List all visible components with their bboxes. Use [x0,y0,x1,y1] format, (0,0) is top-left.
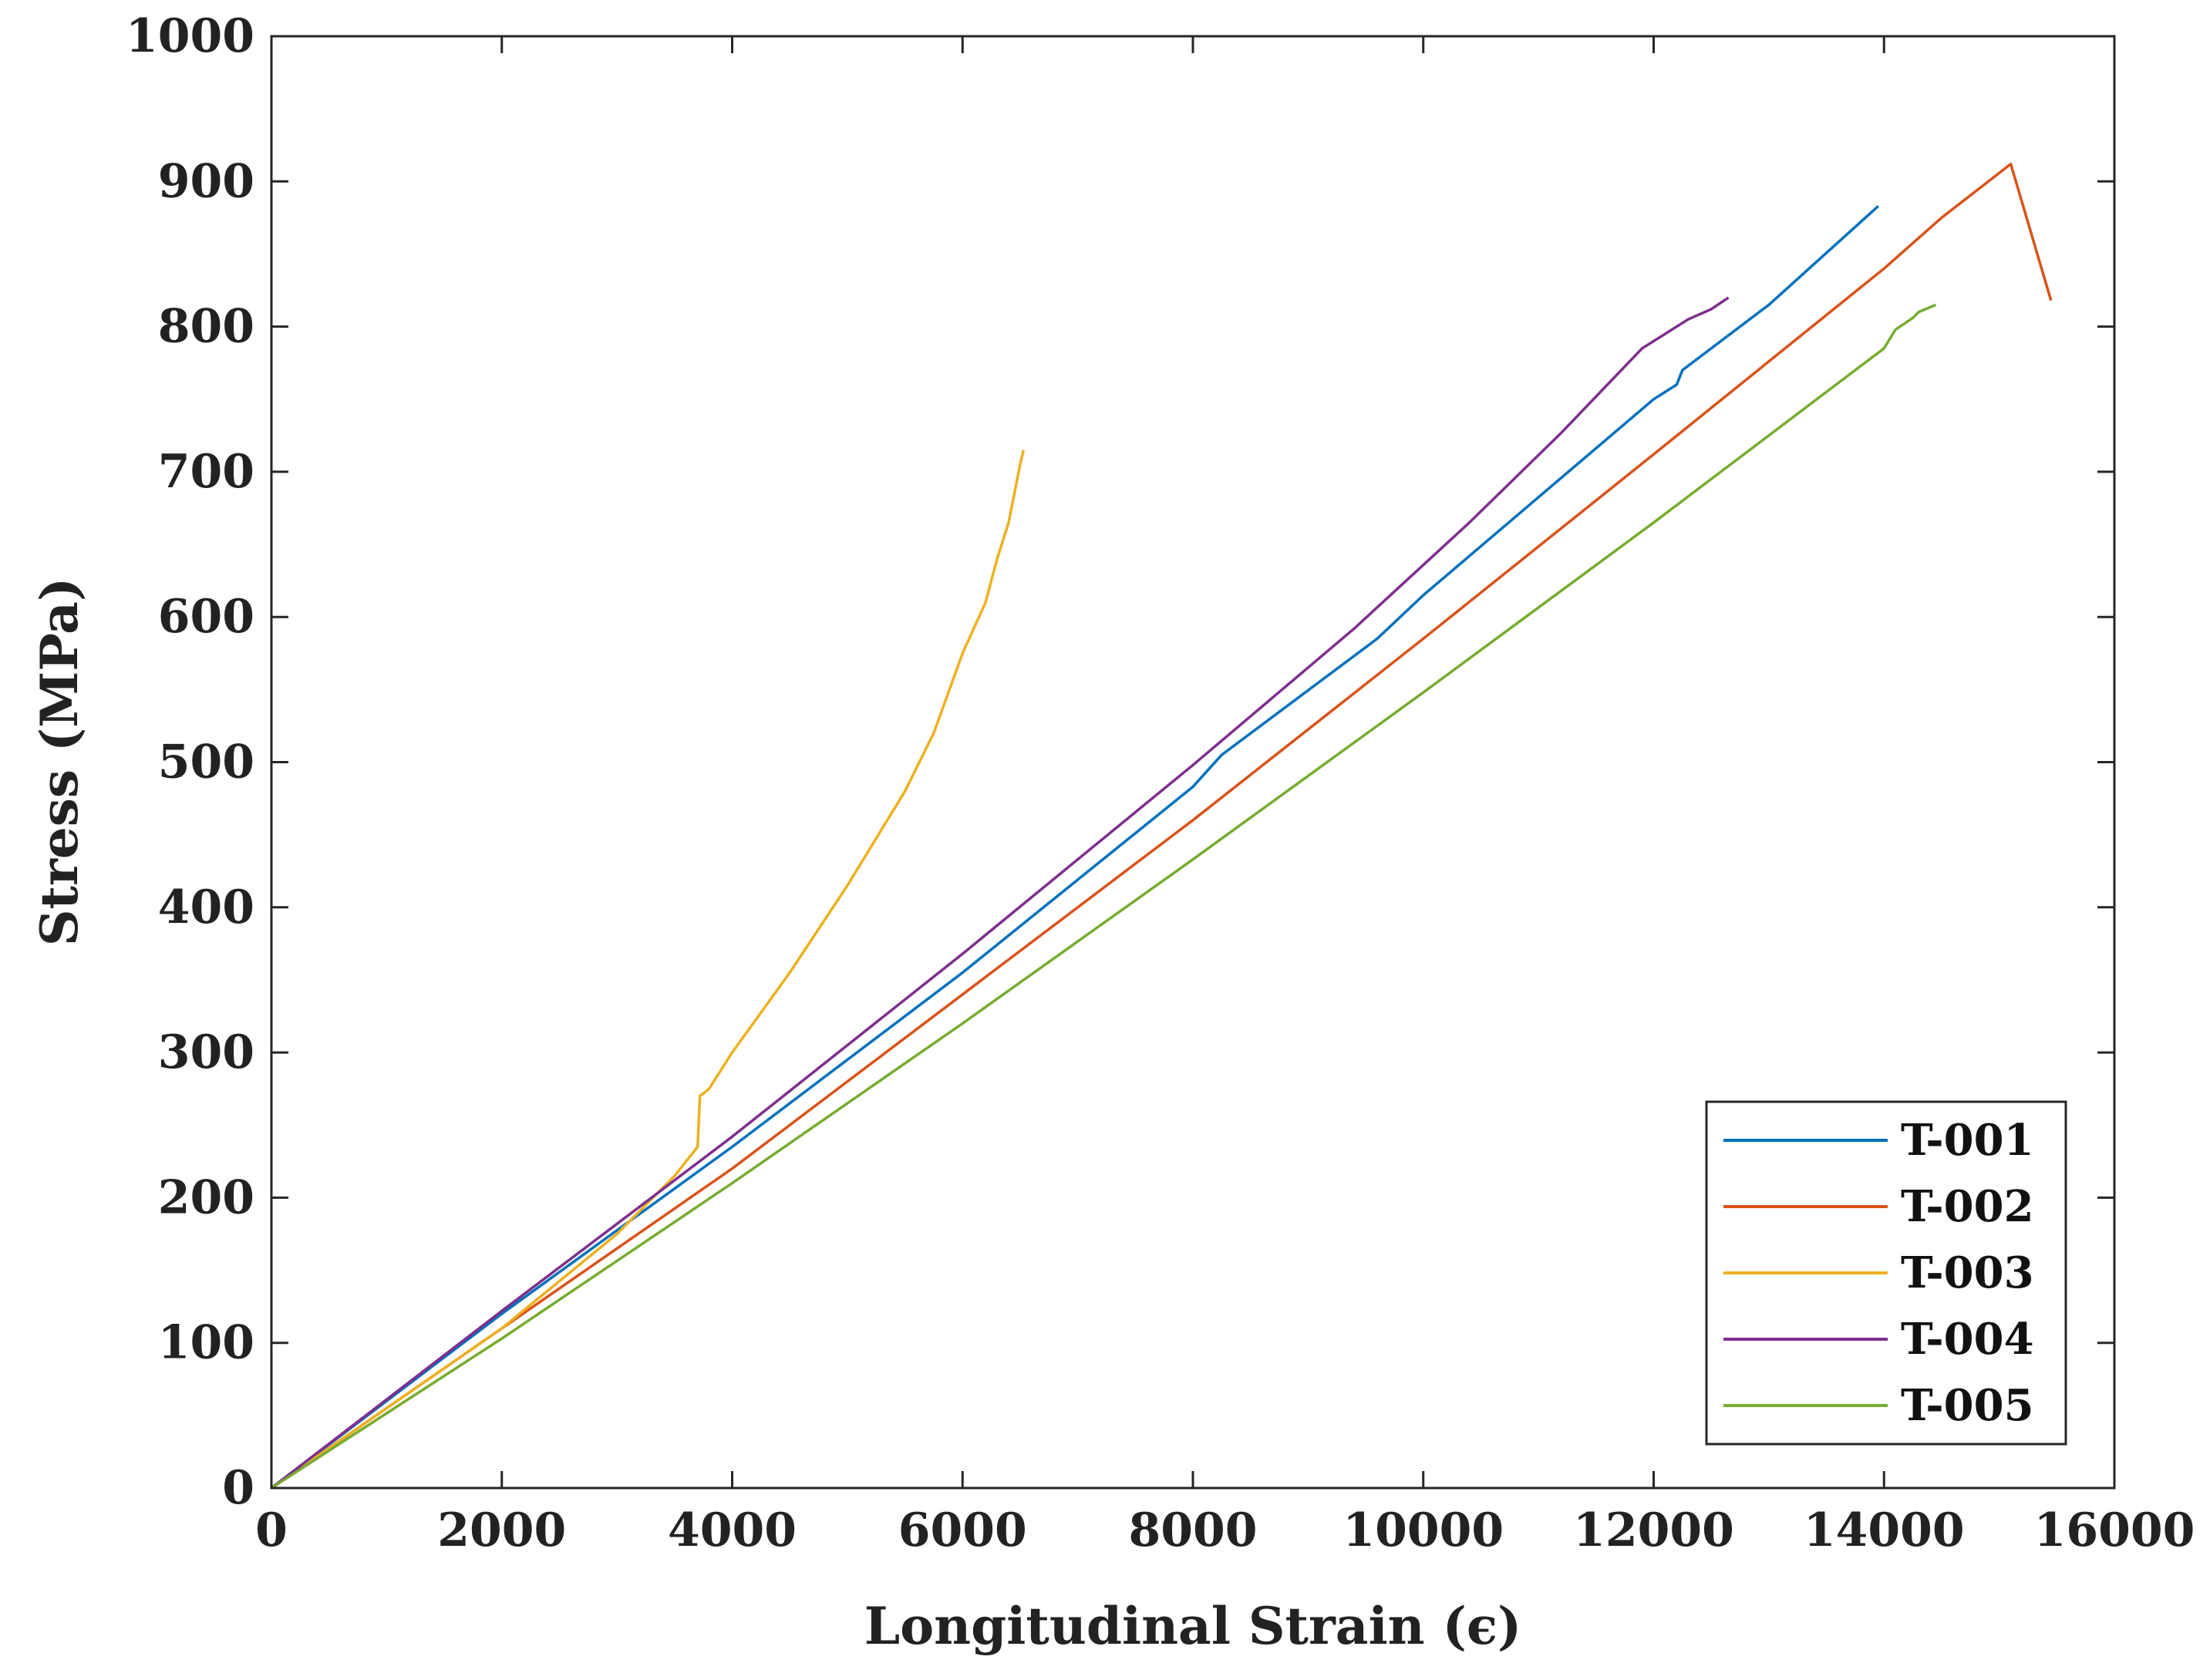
x-tick-label: 4000 [668,1503,797,1557]
x-tick-label: 16000 [2034,1503,2195,1557]
legend: T-001 T-002 T-003 T-004 T-005 [1705,1100,2067,1446]
series-line-t-001 [270,205,1879,1490]
y-tick-label: 900 [158,154,254,208]
series-line-t-004 [270,296,1730,1490]
x-tick-label: 6000 [898,1503,1027,1557]
x-axis-title: Longitudinal Strain (ϵ) [864,1596,1522,1656]
series-line-t-003 [271,449,1026,1490]
y-tick-label: 700 [158,445,254,499]
y-tick-label: 200 [158,1170,254,1224]
y-tick-label: 1000 [126,9,254,63]
x-tick-label: 2000 [437,1503,566,1557]
legend-label-t-005: T-005 [1901,1380,2034,1431]
series-layer [270,162,2053,1490]
y-tick-label: 800 [158,300,254,354]
series-line-t-005 [271,303,1937,1490]
y-tick-label: 400 [158,880,254,934]
y-tick-label: 0 [222,1461,254,1515]
x-tick-label: 8000 [1129,1503,1258,1557]
y-tick-label: 600 [158,590,254,644]
legend-label-t-002: T-002 [1901,1181,2034,1232]
y-tick-label: 500 [158,736,254,789]
series-line-t-002 [271,162,2053,1490]
x-tick-label: 12000 [1573,1503,1734,1557]
legend-label-t-001: T-001 [1901,1115,2034,1166]
legend-label-t-003: T-003 [1901,1247,2034,1298]
y-tick-label: 100 [158,1316,254,1370]
x-tick-label: 10000 [1343,1503,1504,1557]
y-axis-title: Stress (MPa) [29,577,89,946]
x-tick-label: 14000 [1804,1503,1965,1557]
legend-label-t-004: T-004 [1901,1314,2034,1365]
x-tick-label: 0 [255,1503,288,1557]
x-axis: 0 2000 4000 6000 8000 10000 12000 14000 16000 [255,36,2195,1557]
y-tick-label: 300 [158,1025,254,1079]
y-axis: 0 100 200 300 400 500 600 700 800 900 1000 [126,9,2114,1515]
